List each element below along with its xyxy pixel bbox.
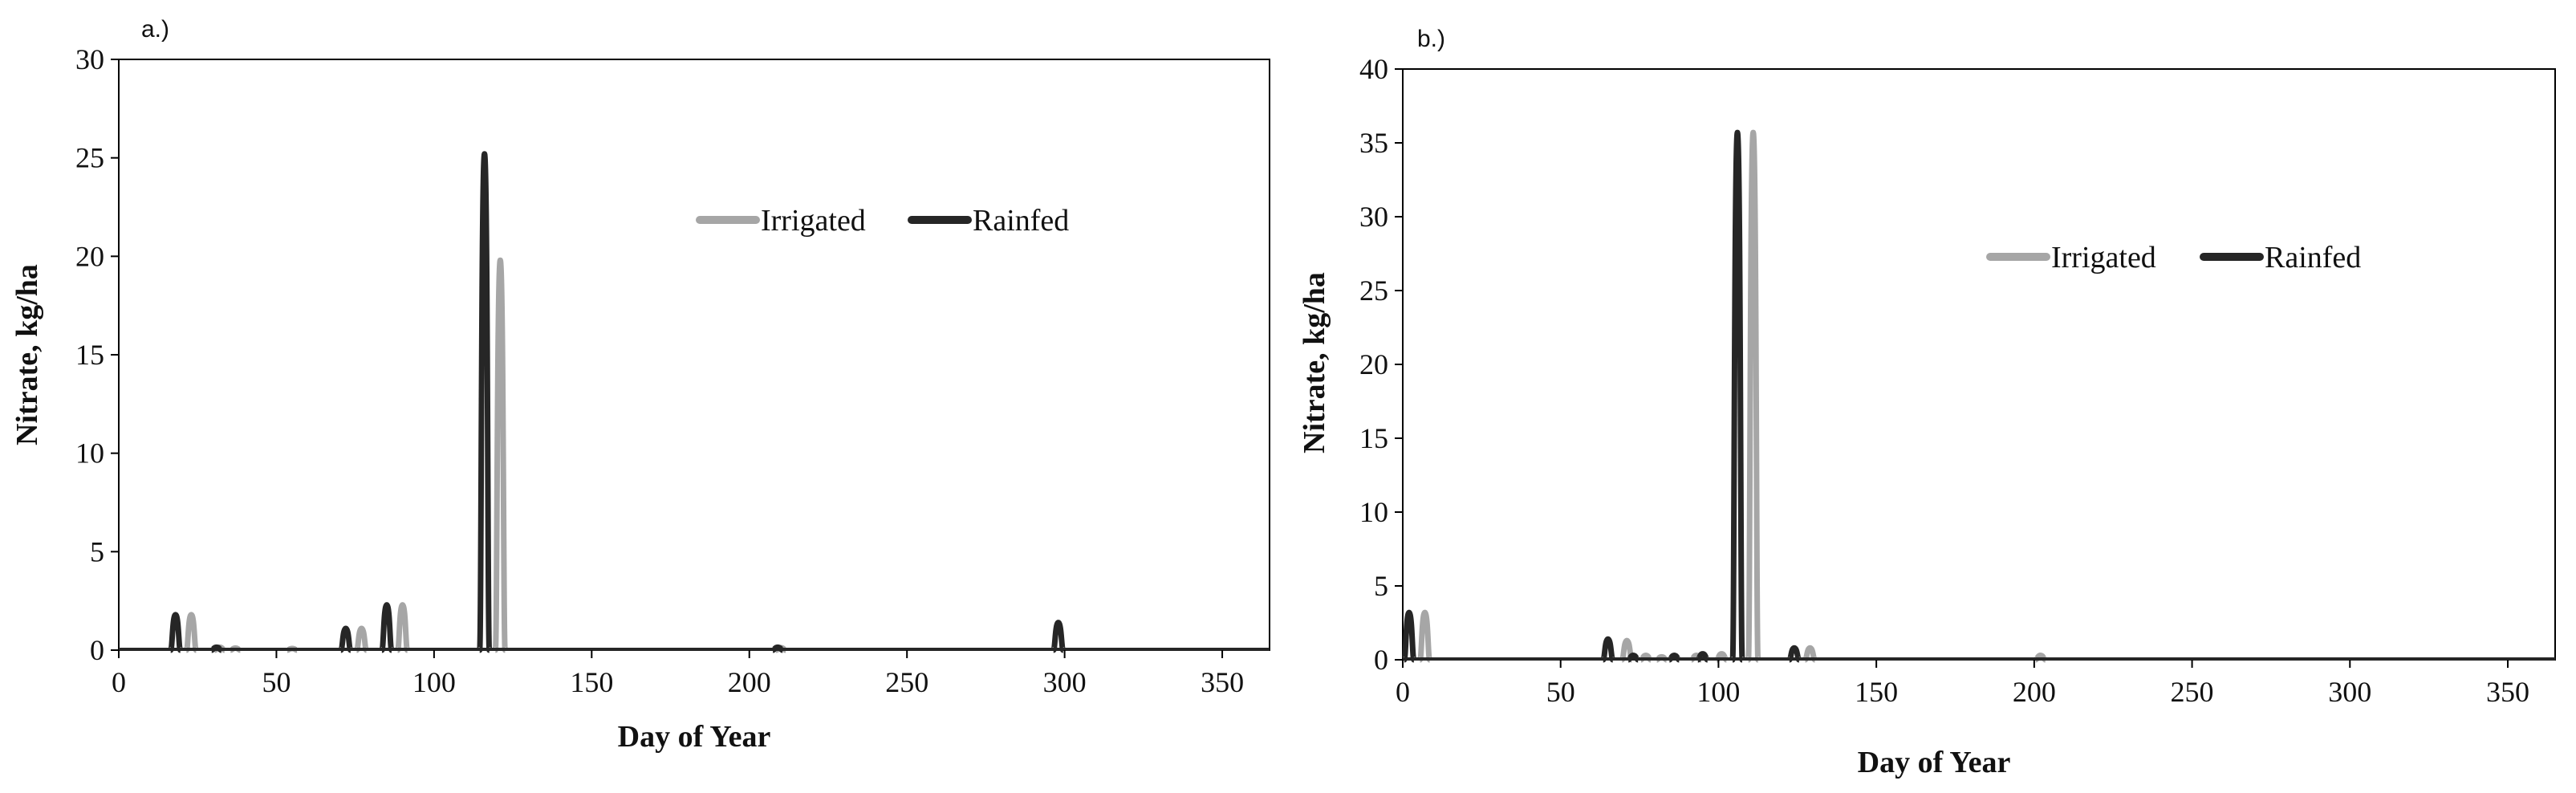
y-axis-ticks: 0 5 10 15 20 25 30 35 40 xyxy=(1359,53,1403,676)
x-tick-label: 150 xyxy=(570,666,613,698)
x-tick-label: 200 xyxy=(728,666,771,698)
series-lines xyxy=(1401,129,2555,663)
x-axis-title: Day of Year xyxy=(1858,746,2011,779)
x-tick-label: 300 xyxy=(1043,666,1087,698)
peak-irrigated xyxy=(492,257,508,653)
legend-label-rainfed: Rainfed xyxy=(973,204,1069,238)
y-tick-label: 10 xyxy=(1359,496,1388,528)
peak-rainfed xyxy=(1600,636,1616,663)
peak-irrigated xyxy=(1802,645,1818,663)
x-tick-label: 0 xyxy=(112,666,126,698)
y-tick-label: 15 xyxy=(75,339,104,371)
x-axis-ticks: 0 50 100 150 200 250 300 350 xyxy=(112,650,1244,698)
peak-rainfed xyxy=(168,612,184,653)
y-tick-label: 20 xyxy=(1359,348,1388,380)
y-tick-label: 0 xyxy=(1374,644,1388,676)
plot-area xyxy=(1402,68,2556,661)
x-tick-label: 50 xyxy=(262,666,291,698)
y-tick-label: 5 xyxy=(1374,570,1388,602)
peak-rainfed xyxy=(477,151,493,653)
chart-panel-b: b.) 0 50 100 150 200 250 300 350 0 5 10 15 20 25 30 35… xyxy=(1298,26,2556,779)
peak-rainfed xyxy=(1668,652,1681,663)
peak-rainfed xyxy=(1401,609,1417,663)
peak-irrigated xyxy=(1745,129,1761,663)
legend: Irrigated Rainfed xyxy=(1986,241,2361,274)
x-tick-label: 50 xyxy=(1546,676,1575,708)
x-tick-label: 0 xyxy=(1396,676,1410,708)
peak-rainfed xyxy=(771,644,784,653)
peak-rainfed xyxy=(338,625,354,653)
x-tick-label: 250 xyxy=(2171,676,2214,708)
y-tick-label: 35 xyxy=(1359,127,1388,159)
y-axis-title: Nitrate, kg/ha xyxy=(1298,272,1331,453)
x-tick-label: 250 xyxy=(885,666,928,698)
x-tick-label: 150 xyxy=(1855,676,1898,708)
y-tick-label: 20 xyxy=(75,240,104,272)
y-tick-label: 40 xyxy=(1359,53,1388,85)
y-tick-label: 0 xyxy=(90,634,104,666)
peak-irrigated xyxy=(1417,609,1433,663)
chart-panel-a: a.) 0 50 100 150 200 250 300 350 0 5 10 15 20 25 30 D… xyxy=(10,16,1270,754)
series-lines xyxy=(119,151,1270,653)
peak-rainfed xyxy=(379,602,395,653)
plot-area xyxy=(118,59,1270,651)
y-tick-label: 5 xyxy=(90,535,104,567)
legend-label-irrigated: Irrigated xyxy=(761,204,866,238)
y-axis-ticks: 0 5 10 15 20 25 30 xyxy=(75,43,119,666)
panel-label: a.) xyxy=(141,16,169,43)
peak-rainfed xyxy=(1627,652,1640,663)
y-tick-label: 25 xyxy=(1359,274,1388,307)
x-tick-label: 300 xyxy=(2328,676,2371,708)
legend-label-rainfed: Rainfed xyxy=(2265,241,2361,274)
peak-irrigated xyxy=(183,612,199,653)
peak-rainfed xyxy=(1786,645,1802,663)
y-tick-label: 10 xyxy=(75,437,104,470)
x-tick-label: 350 xyxy=(2486,676,2529,708)
y-tick-label: 30 xyxy=(1359,201,1388,233)
legend-label-irrigated: Irrigated xyxy=(2051,241,2156,274)
x-tick-label: 350 xyxy=(1201,666,1244,698)
peak-rainfed xyxy=(1696,651,1710,663)
x-axis-title: Day of Year xyxy=(618,720,771,754)
y-tick-label: 25 xyxy=(75,142,104,174)
legend: Irrigated Rainfed xyxy=(696,204,1069,238)
x-tick-label: 100 xyxy=(412,666,456,698)
peak-rainfed xyxy=(210,644,223,653)
y-tick-label: 15 xyxy=(1359,422,1388,454)
peak-irrigated xyxy=(395,602,411,653)
y-tick-label: 30 xyxy=(75,43,104,75)
peak-irrigated xyxy=(354,625,370,653)
x-tick-label: 200 xyxy=(2013,676,2056,708)
y-axis-title: Nitrate, kg/ha xyxy=(10,264,44,445)
panel-label: b.) xyxy=(1417,26,1445,52)
x-axis-ticks: 0 50 100 150 200 250 300 350 xyxy=(1396,660,2529,708)
peak-rainfed xyxy=(1050,620,1067,653)
x-tick-label: 100 xyxy=(1696,676,1740,708)
peak-rainfed xyxy=(1729,129,1745,663)
